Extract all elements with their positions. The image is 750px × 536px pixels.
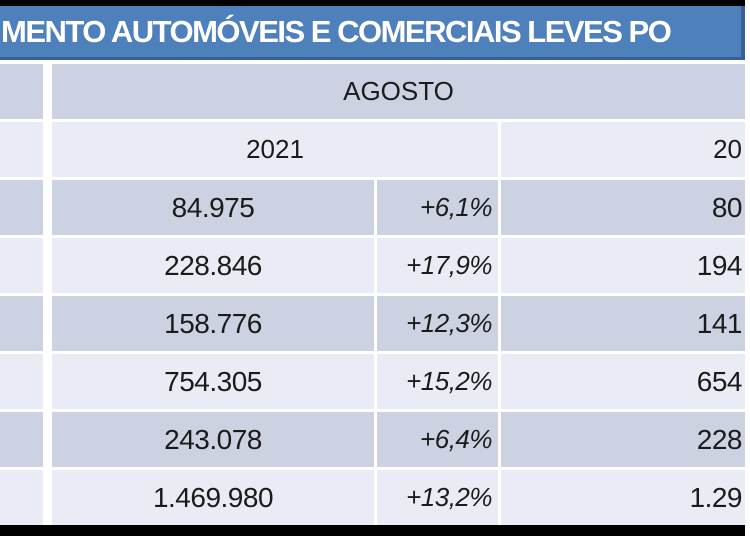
value-right-cell: 194 (501, 238, 745, 293)
table-row: 1.469.980 +13,2% 1.29 (0, 470, 750, 525)
year-right-header-cell: 20 (501, 122, 745, 177)
value-2021-cell: 754.305 (52, 354, 374, 409)
pct-change-cell: +6,4% (377, 412, 498, 467)
period-header-cell: AGOSTO (52, 64, 745, 119)
row-header-cell (0, 180, 43, 235)
row-header-cell (0, 470, 43, 525)
value-right-cell: 80 (501, 180, 745, 235)
table-header-row-years: 2021 20 (0, 122, 750, 177)
pct-change-cell: +12,3% (377, 296, 498, 351)
value-2021-cell: 243.078 (52, 412, 374, 467)
table-row: 84.975 +6,1% 80 (0, 180, 750, 235)
value-right-cell: 654 (501, 354, 745, 409)
row-header-cell (0, 412, 43, 467)
table-row: 158.776 +12,3% 141 (0, 296, 750, 351)
value-right-cell: 228 (501, 412, 745, 467)
title-banner: MENTO AUTOMÓVEIS E COMERCIAIS LEVES PO (0, 6, 745, 60)
table-row: 754.305 +15,2% 654 (0, 354, 750, 409)
year-2021-header-cell: 2021 (52, 122, 498, 177)
page-title: MENTO AUTOMÓVEIS E COMERCIAIS LEVES PO (1, 14, 672, 49)
row-header-cell (0, 64, 43, 119)
pct-change-cell: +15,2% (377, 354, 498, 409)
pct-change-cell: +13,2% (377, 470, 498, 525)
top-frame-bar (0, 0, 745, 6)
bottom-frame-bar (0, 525, 745, 536)
pct-change-cell: +17,9% (377, 238, 498, 293)
value-right-cell: 141 (501, 296, 745, 351)
value-2021-cell: 84.975 (52, 180, 374, 235)
row-header-cell (0, 296, 43, 351)
value-right-cell: 1.29 (501, 470, 745, 525)
row-header-cell (0, 354, 43, 409)
row-header-cell (0, 122, 43, 177)
value-2021-cell: 158.776 (52, 296, 374, 351)
table-row: 243.078 +6,4% 228 (0, 412, 750, 467)
row-header-cell (0, 238, 43, 293)
table-header-row-period: AGOSTO (0, 64, 750, 119)
value-2021-cell: 228.846 (52, 238, 374, 293)
pct-change-cell: +6,1% (377, 180, 498, 235)
value-2021-cell: 1.469.980 (52, 470, 374, 525)
table-row: 228.846 +17,9% 194 (0, 238, 750, 293)
